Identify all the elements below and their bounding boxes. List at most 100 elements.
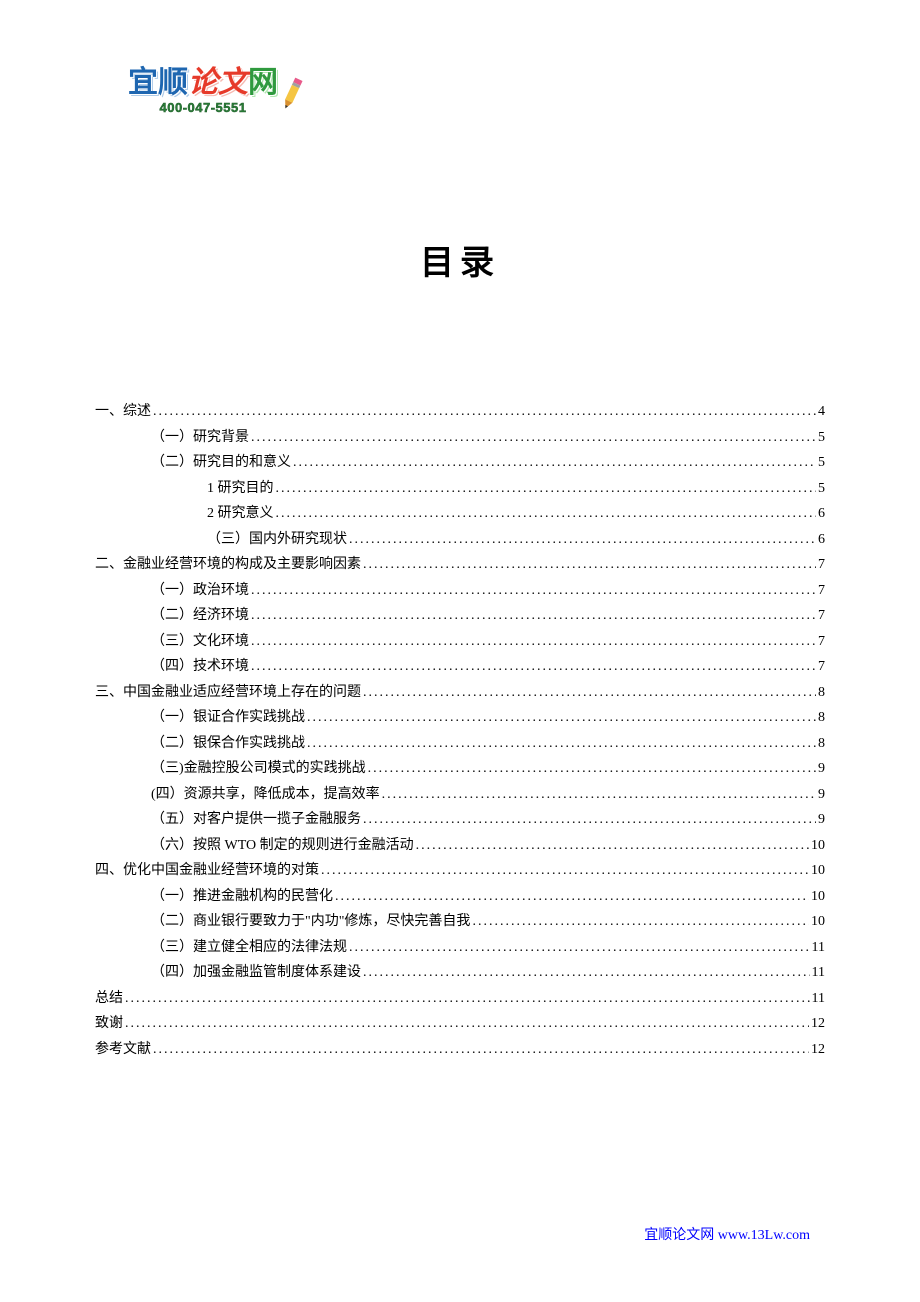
toc-entry-page: 9 — [818, 756, 825, 782]
toc-entry-page: 5 — [818, 450, 825, 476]
toc-entry-page: 7 — [818, 629, 825, 655]
toc-dots — [251, 603, 816, 629]
toc-entry-label: 三、中国金融业适应经营环境上存在的问题 — [95, 680, 361, 706]
toc-dots — [472, 909, 809, 935]
toc-entry-page: 12 — [811, 1037, 825, 1063]
toc-entry-page: 7 — [818, 552, 825, 578]
toc-entry-page: 10 — [811, 884, 825, 910]
toc-entry[interactable]: （四）加强金融监管制度体系建设11 — [95, 960, 825, 986]
toc-entry-label: （一）推进金融机构的民营化 — [151, 884, 333, 910]
toc-dots — [363, 807, 816, 833]
toc-dots — [153, 1037, 809, 1063]
toc-dots — [416, 833, 809, 859]
toc-entry[interactable]: 二、金融业经营环境的构成及主要影响因素 7 — [95, 552, 825, 578]
toc-entry-label: （四）技术环境 — [151, 654, 249, 680]
site-logo: 宜顺论文网 400-047-5551 — [128, 68, 304, 117]
logo-text-box: 宜顺论文网 400-047-5551 — [128, 68, 278, 115]
toc-dots — [153, 399, 816, 425]
toc-dots — [125, 986, 810, 1012]
toc-entry-label: 参考文献 — [95, 1037, 151, 1063]
toc-entry[interactable]: 1 研究目的5 — [95, 476, 825, 502]
toc-entry[interactable]: （五）对客户提供一揽子金融服务 9 — [95, 807, 825, 833]
toc-entry[interactable]: （一）研究背景 5 — [95, 425, 825, 451]
toc-entry-page: 11 — [812, 935, 825, 961]
toc-entry-label: （一）研究背景 — [151, 425, 249, 451]
toc-entry-label: 致谢 — [95, 1011, 123, 1037]
toc-dots — [349, 527, 816, 553]
toc-entry[interactable]: 总结11 — [95, 986, 825, 1012]
toc-entry[interactable]: （三）国内外研究现状6 — [95, 527, 825, 553]
toc-dots — [363, 960, 810, 986]
toc-entry[interactable]: （一）银证合作实践挑战8 — [95, 705, 825, 731]
toc-entry-page: 10 — [811, 858, 825, 884]
toc-entry[interactable]: （三）建立健全相应的法律法规 11 — [95, 935, 825, 961]
toc-entry-label: 二、金融业经营环境的构成及主要影响因素 — [95, 552, 361, 578]
toc-entry-page: 4 — [818, 399, 825, 425]
footer-link[interactable]: 宜顺论文网 www.13Lw.com — [644, 1224, 810, 1244]
toc-entry[interactable]: 参考文献 12 — [95, 1037, 825, 1063]
logo-char: 文 — [218, 68, 248, 98]
toc-entry[interactable]: (四）资源共享，降低成本，提高效率 9 — [95, 782, 825, 808]
toc-entry-page: 7 — [818, 654, 825, 680]
toc-entry-label: 四、优化中国金融业经营环境的对策 — [95, 858, 319, 884]
toc-entry[interactable]: 致谢 12 — [95, 1011, 825, 1037]
toc-dots — [368, 756, 816, 782]
toc-entry-label: （三）文化环境 — [151, 629, 249, 655]
toc-entry-page: 9 — [818, 807, 825, 833]
toc-dots — [276, 501, 817, 527]
toc-dots — [335, 884, 809, 910]
toc-dots — [293, 450, 816, 476]
toc-entry[interactable]: 2 研究意义 6 — [95, 501, 825, 527]
toc-entry-page: 8 — [818, 705, 825, 731]
toc-entry[interactable]: （四）技术环境 7 — [95, 654, 825, 680]
toc-entry-label: 一、综述 — [95, 399, 151, 425]
toc-entry[interactable]: 一、综述 4 — [95, 399, 825, 425]
toc-entry[interactable]: （三）文化环境 7 — [95, 629, 825, 655]
toc-dots — [251, 654, 816, 680]
toc-entry-page: 7 — [818, 578, 825, 604]
logo-main-text: 宜顺论文网 — [128, 68, 278, 98]
toc-entry-page: 8 — [818, 680, 825, 706]
toc-dots — [321, 858, 809, 884]
toc-entry-label: （五）对客户提供一揽子金融服务 — [151, 807, 361, 833]
toc-dots — [251, 425, 816, 451]
logo-phone: 400-047-5551 — [160, 100, 247, 115]
toc-entry[interactable]: （二）经济环境 7 — [95, 603, 825, 629]
logo-char: 宜 — [128, 68, 158, 98]
toc-entry-label: 2 研究意义 — [207, 501, 274, 527]
toc-entry-label: （二）银保合作实践挑战 — [151, 731, 305, 757]
toc-entry-page: 12 — [811, 1011, 825, 1037]
toc-entry-label: （三）国内外研究现状 — [207, 527, 347, 553]
toc-entry-label: （四）加强金融监管制度体系建设 — [151, 960, 361, 986]
toc-entry-label: （三）建立健全相应的法律法规 — [151, 935, 347, 961]
toc-entry-label: （二）研究目的和意义 — [151, 450, 291, 476]
toc-entry-page: 6 — [818, 501, 825, 527]
toc-entry-page: 5 — [818, 425, 825, 451]
toc-dots — [307, 731, 816, 757]
toc-dots — [251, 629, 816, 655]
toc-entry-page: 11 — [812, 986, 825, 1012]
toc-dots — [363, 552, 816, 578]
toc-dots — [125, 1011, 809, 1037]
toc-entry-page: 7 — [818, 603, 825, 629]
toc-entry[interactable]: （二）银保合作实践挑战8 — [95, 731, 825, 757]
toc-entry[interactable]: 四、优化中国金融业经营环境的对策 10 — [95, 858, 825, 884]
toc-entry-label: （二）经济环境 — [151, 603, 249, 629]
toc-entry-label: 1 研究目的 — [207, 476, 274, 502]
toc-entry[interactable]: （一）政治环境7 — [95, 578, 825, 604]
toc-entry[interactable]: 三、中国金融业适应经营环境上存在的问题 8 — [95, 680, 825, 706]
toc-entry[interactable]: （二）研究目的和意义 5 — [95, 450, 825, 476]
toc-dots — [276, 476, 817, 502]
toc-entry[interactable]: （二）商业银行要致力于"内功"修炼，尽快完善自我10 — [95, 909, 825, 935]
toc-dots — [349, 935, 810, 961]
toc-dots — [363, 680, 816, 706]
toc-entry[interactable]: （三)金融控股公司模式的实践挑战 9 — [95, 756, 825, 782]
toc-entry-page: 10 — [811, 909, 825, 935]
toc-entry[interactable]: （一）推进金融机构的民营化 10 — [95, 884, 825, 910]
logo-char: 论 — [188, 68, 218, 98]
toc-dots — [251, 578, 816, 604]
toc-entry-label: （六）按照 WTO 制定的规则进行金融活动 — [151, 833, 414, 859]
toc-entry[interactable]: （六）按照 WTO 制定的规则进行金融活动 10 — [95, 833, 825, 859]
toc-entry-page: 10 — [811, 833, 825, 859]
toc-entry-page: 9 — [818, 782, 825, 808]
